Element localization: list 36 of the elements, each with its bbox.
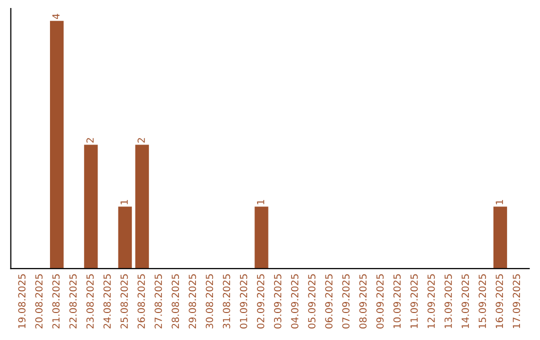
x-tick-label: 11.09.2025 bbox=[410, 274, 418, 328]
x-tick-label: 10.09.2025 bbox=[393, 274, 401, 328]
x-tick-label: 14.09.2025 bbox=[462, 274, 469, 328]
x-tick-label: 07.09.2025 bbox=[342, 274, 350, 328]
x-tick-label: 22.08.2025 bbox=[69, 274, 77, 328]
x-tick-label: 27.08.2025 bbox=[154, 274, 162, 328]
x-tick-label: 04.09.2025 bbox=[291, 274, 298, 328]
x-tick-label: 24.08.2025 bbox=[103, 274, 111, 328]
x-tick-label: 12.09.2025 bbox=[427, 274, 435, 328]
x-tick-label: 16.09.2025 bbox=[496, 274, 504, 328]
data-label: 1 bbox=[496, 200, 503, 204]
x-tick-label: 31.08.2025 bbox=[222, 274, 230, 328]
x-tick-label: 20.08.2025 bbox=[35, 274, 43, 328]
x-tick-label: 21.08.2025 bbox=[52, 274, 60, 328]
data-label: 2 bbox=[86, 138, 94, 143]
x-tick-label: 29.08.2025 bbox=[188, 274, 196, 328]
x-tick-label: 19.08.2025 bbox=[18, 274, 26, 328]
x-tick-label: 01.09.2025 bbox=[240, 274, 248, 328]
data-label: 2 bbox=[138, 138, 145, 143]
x-tick-label: 13.09.2025 bbox=[444, 274, 452, 328]
x-tick-label: 17.09.2025 bbox=[512, 274, 520, 328]
x-tick-label: 15.09.2025 bbox=[478, 274, 486, 328]
x-tick-label: 26.08.2025 bbox=[138, 274, 145, 328]
x-tick-label: 03.09.2025 bbox=[274, 274, 282, 328]
x-tick-label: 08.09.2025 bbox=[359, 274, 367, 328]
x-tick-label: 02.09.2025 bbox=[256, 274, 264, 328]
x-tick-label: 25.08.2025 bbox=[120, 274, 128, 328]
data-label: 1 bbox=[120, 200, 128, 204]
x-tick-label: 30.08.2025 bbox=[206, 274, 214, 328]
x-tick-label: 06.09.2025 bbox=[325, 274, 333, 328]
data-label: 1 bbox=[257, 200, 264, 204]
x-tick-label: 28.08.2025 bbox=[172, 274, 180, 328]
data-label: 4 bbox=[52, 14, 60, 20]
x-tick-label: 05.09.2025 bbox=[308, 274, 316, 328]
x-tick-label: 09.09.2025 bbox=[376, 274, 384, 328]
x-tick-label: 23.08.2025 bbox=[86, 274, 94, 328]
